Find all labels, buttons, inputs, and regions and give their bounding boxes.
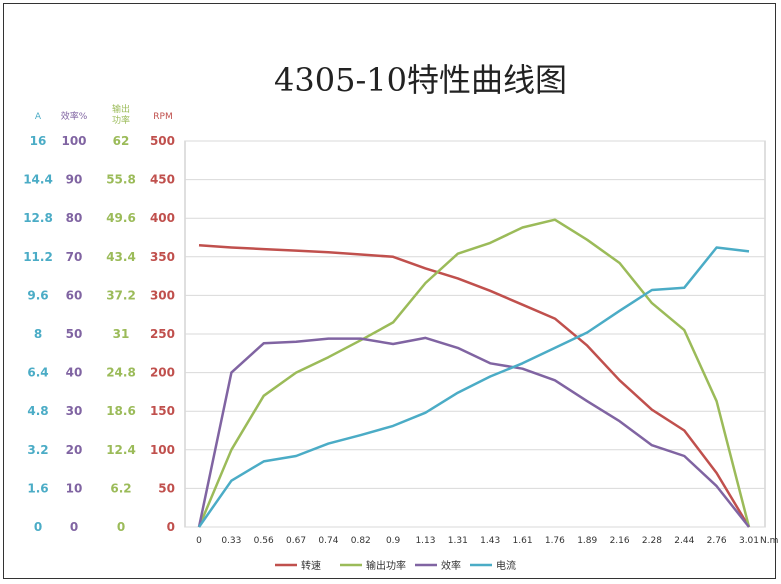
y-axis-header: 效率% [61, 110, 88, 122]
y-tick-label: 4.8 [27, 404, 48, 418]
y-tick-label: 70 [66, 250, 83, 264]
y-tick-label: 50 [158, 481, 175, 495]
x-tick-label: 1.13 [415, 536, 435, 546]
x-tick-label: 1.31 [448, 536, 468, 546]
y-axis-header: 功率 [112, 114, 130, 126]
y-tick-label: 60 [66, 288, 83, 302]
y-tick-label: 400 [150, 211, 175, 225]
x-tick-label: 0.82 [351, 536, 371, 546]
y-tick-label: 49.6 [106, 211, 136, 225]
y-tick-label: 0 [167, 520, 175, 534]
y-tick-label: 30 [66, 404, 83, 418]
chart-title: 4305-10特性曲线图 [274, 61, 567, 99]
y-tick-label: 62 [113, 134, 130, 148]
y-tick-label: 11.2 [23, 250, 53, 264]
x-tick-label: 2.28 [642, 536, 662, 546]
x-tick-label: 0.33 [221, 536, 241, 546]
y-tick-label: 100 [61, 134, 86, 148]
y-tick-label: 6.2 [110, 481, 131, 495]
x-tick-label: 1.76 [545, 536, 565, 546]
legend-label: 电流 [496, 559, 516, 572]
y-tick-label: 90 [66, 173, 83, 187]
x-tick-label: 0 [196, 536, 202, 546]
y-tick-label: 0 [34, 520, 42, 534]
y-tick-label: 0 [70, 520, 78, 534]
y-tick-label: 40 [66, 366, 83, 380]
x-tick-label: 1.61 [513, 536, 533, 546]
y-tick-label: 250 [150, 327, 175, 341]
y-tick-label: 350 [150, 250, 175, 264]
y-tick-label: 31 [113, 327, 130, 341]
y-tick-label: 12.4 [106, 443, 136, 457]
y-tick-label: 0 [117, 520, 125, 534]
chart-frame [3, 3, 776, 579]
y-tick-label: 16 [30, 134, 47, 148]
y-tick-label: 450 [150, 173, 175, 187]
y-axis-header: RPM [153, 112, 172, 122]
y-tick-label: 18.6 [106, 404, 136, 418]
y-tick-label: 6.4 [27, 366, 48, 380]
x-tick-label: 2.44 [674, 536, 694, 546]
y-tick-label: 43.4 [106, 250, 136, 264]
y-axis-header: A [35, 112, 42, 122]
x-tick-label: 2.16 [610, 536, 630, 546]
y-tick-label: 10 [66, 481, 83, 495]
y-axis-header: 输出 [112, 103, 130, 115]
y-tick-label: 150 [150, 404, 175, 418]
legend-label: 效率 [441, 559, 461, 572]
series-line [197, 246, 750, 528]
x-tick-label: 3.01 [739, 536, 759, 546]
y-tick-label: 300 [150, 288, 175, 302]
series-line [197, 336, 750, 528]
y-tick-label: 3.2 [27, 443, 48, 457]
x-tick-label: 2.76 [707, 536, 727, 546]
x-tick-label: 1.89 [577, 536, 597, 546]
y-tick-label: 8 [34, 327, 42, 341]
x-axis-unit: N.m [760, 536, 778, 546]
y-tick-label: 500 [150, 134, 175, 148]
y-tick-label: 200 [150, 366, 175, 380]
y-tick-label: 55.8 [106, 173, 136, 187]
x-tick-label: 0.56 [254, 536, 274, 546]
y-tick-label: 20 [66, 443, 83, 457]
y-tick-label: 14.4 [23, 173, 53, 187]
legend-label: 输出功率 [366, 559, 406, 572]
legend-label: 转速 [301, 559, 321, 572]
y-tick-label: 100 [150, 443, 175, 457]
y-tick-label: 12.8 [23, 211, 53, 225]
y-tick-label: 80 [66, 211, 83, 225]
series-line [197, 218, 751, 528]
x-tick-label: 0.74 [318, 536, 338, 546]
y-tick-label: 1.6 [27, 481, 48, 495]
x-tick-label: 1.43 [480, 536, 500, 546]
x-tick-label: 0.9 [386, 536, 401, 546]
x-tick-label: 0.67 [286, 536, 306, 546]
y-tick-label: 37.2 [106, 288, 136, 302]
y-tick-label: 50 [66, 327, 83, 341]
y-tick-label: 9.6 [27, 288, 48, 302]
y-tick-label: 24.8 [106, 366, 136, 380]
series-line [198, 243, 751, 528]
